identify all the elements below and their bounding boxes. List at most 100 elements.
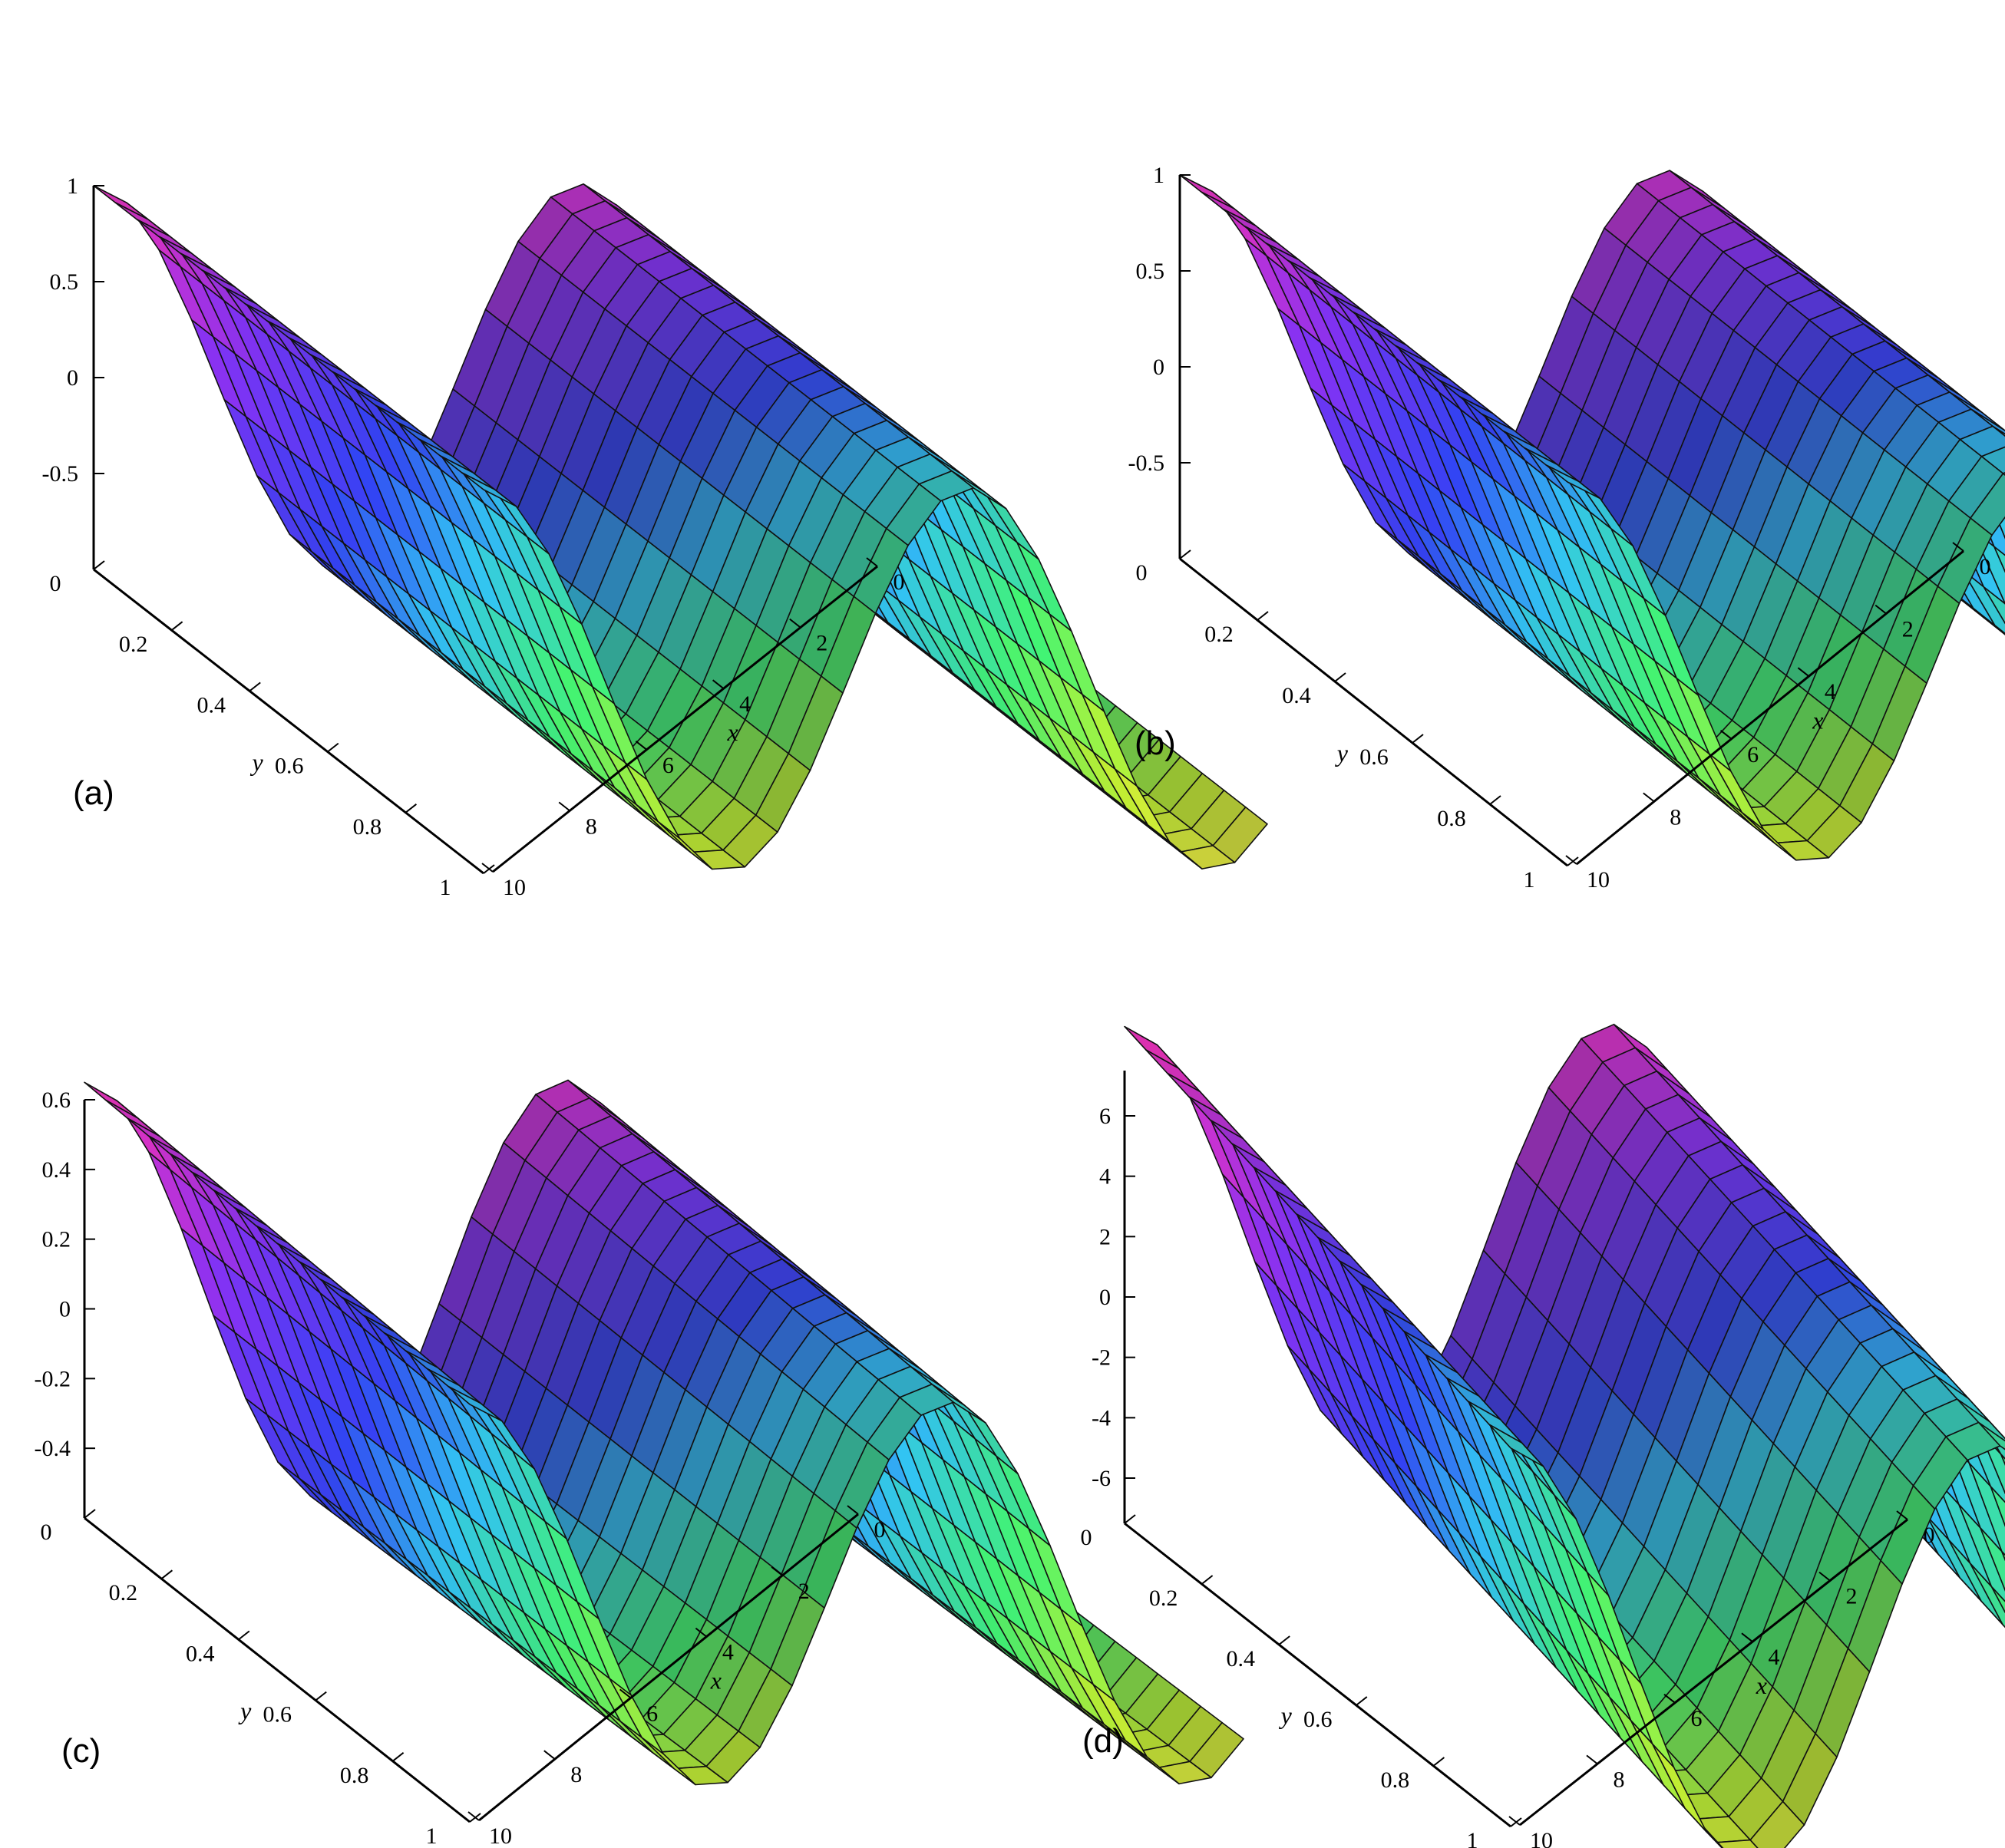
x-tick-c-4 [543, 1750, 556, 1760]
surface-patch-d-0-17 [1488, 1424, 1544, 1467]
x-tick-a-2 [712, 679, 725, 689]
y-tick-label-c-1: 0.2 [109, 1580, 138, 1605]
y-axis-d [1124, 1522, 1511, 1828]
y-tick-b-0 [1179, 549, 1191, 559]
y-tick-label-b-3: 0.6 [1359, 744, 1389, 770]
x-tick-d-0 [1896, 1510, 1908, 1520]
x-tick-b-1 [1875, 604, 1887, 615]
x-tick-label-d-1: 2 [1846, 1584, 1858, 1609]
x-tick-b-3 [1719, 730, 1732, 740]
y-tick-label-a-1: 0.2 [119, 632, 148, 657]
x-tick-c-0 [847, 1505, 859, 1515]
surface-patch-d-8-17 [1749, 1800, 1805, 1848]
x-tick-label-a-0: 0 [893, 569, 905, 595]
y-tick-label-c-2: 0.4 [186, 1641, 215, 1666]
tick-marks-a [93, 185, 878, 874]
z-tick-label-d-2: 2 [1099, 1224, 1111, 1249]
surface-patch-b-0-17 [1545, 464, 1601, 500]
x-axis-label-c: x [710, 1667, 722, 1695]
z-tick-label-a-3: -0.5 [42, 461, 79, 487]
y-tick-c-1 [160, 1569, 173, 1579]
surface-patch-c-0-17 [448, 1385, 503, 1422]
surface-patch-a-0-17 [461, 472, 517, 507]
surface-c [84, 1079, 1244, 1786]
y-tick-c-0 [84, 1509, 96, 1519]
surface-patch-d-19-12 [2001, 1550, 2005, 1562]
y-tick-a-3 [327, 742, 339, 753]
y-tick-label-b-0: 0 [1136, 560, 1148, 586]
z-tick-label-c-3: 0 [59, 1297, 71, 1322]
z-tick-label-c-5: -0.4 [35, 1436, 71, 1461]
z-tick-label-b-2: 0 [1153, 355, 1164, 380]
y-tick-label-d-2: 0.4 [1226, 1646, 1255, 1671]
y-axis-label-a: y [249, 748, 263, 776]
x-tick-label-d-3: 6 [1691, 1706, 1703, 1731]
z-tick-label-d-5: -4 [1092, 1405, 1111, 1431]
y-tick-a-1 [170, 621, 183, 631]
x-tick-label-c-2: 4 [722, 1640, 734, 1665]
panel-label-a: (a) [73, 774, 114, 812]
y-tick-b-2 [1334, 672, 1346, 682]
z-tick-label-a-0: 1 [67, 173, 78, 199]
surface-patch-d-20-10 [1990, 1586, 2005, 1614]
x-axis-label-d: x [1756, 1671, 1767, 1699]
surface-d [1124, 1024, 2005, 1848]
x-axis-label-b: x [1812, 707, 1823, 734]
z-tick-label-d-4: -2 [1092, 1345, 1111, 1371]
x-tick-label-c-5: 10 [489, 1823, 512, 1848]
z-tick-label-c-4: -0.2 [35, 1366, 71, 1391]
x-tick-c-1 [771, 1566, 783, 1576]
x-tick-label-a-5: 10 [503, 875, 526, 900]
y-axis-label-d: y [1279, 1701, 1293, 1729]
x-tick-label-b-5: 10 [1587, 867, 1610, 893]
y-tick-label-d-4: 0.8 [1381, 1767, 1410, 1793]
y-tick-label-a-4: 0.8 [353, 814, 382, 840]
x-tick-a-3 [635, 741, 648, 751]
x-tick-c-3 [619, 1688, 632, 1699]
y-tick-b-1 [1257, 611, 1269, 621]
x-tick-label-a-1: 2 [816, 631, 827, 656]
x-axis-b [1576, 549, 1964, 866]
y-tick-label-b-4: 0.8 [1437, 806, 1466, 831]
y-tick-label-a-2: 0.4 [197, 692, 226, 718]
z-tick-label-d-1: 4 [1099, 1164, 1111, 1190]
x-tick-label-b-4: 8 [1670, 804, 1681, 830]
plot-panel-b: 1 0.5 0 -0.5 0 0.2 0.4 0.6 0.8 1 0 2 4 6… [1128, 163, 2005, 893]
y-tick-b-3 [1412, 734, 1424, 744]
z-tick-label-c-1: 0.4 [42, 1157, 71, 1183]
panel-label-d: (d) [1082, 1722, 1124, 1760]
z-tick-label-d-0: 6 [1099, 1104, 1111, 1129]
z-tick-label-b-3: -0.5 [1128, 450, 1165, 476]
x-tick-label-d-0: 0 [1924, 1523, 1935, 1548]
y-tick-label-d-1: 0.2 [1149, 1586, 1178, 1611]
y-axis-label-b: y [1335, 739, 1349, 767]
y-tick-d-4 [1432, 1757, 1445, 1767]
y-tick-label-d-5: 1 [1467, 1828, 1478, 1848]
y-tick-c-2 [238, 1630, 250, 1641]
x-tick-label-c-4: 8 [570, 1762, 582, 1787]
x-tick-a-5 [481, 863, 494, 873]
y-tick-d-2 [1278, 1635, 1290, 1645]
x-tick-label-c-3: 6 [646, 1701, 658, 1726]
y-tick-label-d-3: 0.6 [1303, 1707, 1333, 1732]
x-tick-a-1 [789, 618, 801, 629]
y-tick-label-c-5: 1 [426, 1823, 438, 1848]
x-tick-label-c-0: 0 [874, 1517, 886, 1543]
x-tick-b-0 [1952, 542, 1964, 552]
x-tick-label-b-0: 0 [1980, 554, 1991, 579]
x-tick-b-2 [1797, 667, 1810, 677]
z-tick-label-b-0: 1 [1153, 163, 1164, 188]
y-tick-label-c-3: 0.6 [263, 1702, 292, 1728]
z-tick-label-a-2: 0 [67, 365, 78, 391]
x-tick-d-3 [1663, 1694, 1676, 1704]
x-tick-label-b-1: 2 [1902, 617, 1914, 642]
y-tick-label-a-5: 1 [440, 875, 451, 900]
y-tick-a-2 [249, 681, 261, 692]
x-axis-c [478, 1513, 859, 1822]
y-axis-label-c: y [238, 1697, 252, 1724]
y-tick-label-b-2: 0.4 [1282, 683, 1311, 708]
plot-panel-d: 6 4 2 0 -2 -4 -6 0 0.2 0.4 0.6 0.8 1 0 2… [1081, 1024, 2005, 1848]
y-tick-a-0 [93, 560, 105, 570]
x-tick-d-5 [1508, 1816, 1521, 1826]
